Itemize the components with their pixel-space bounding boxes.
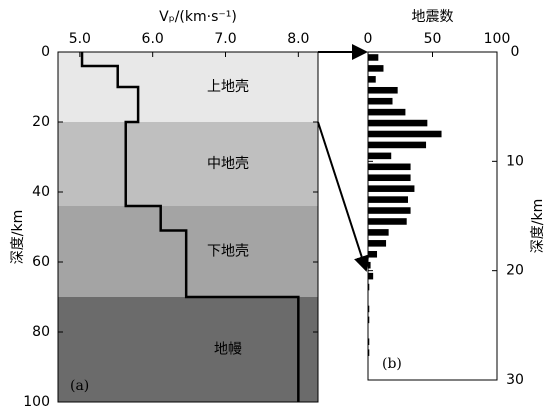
layer-label: 下地壳 — [207, 243, 249, 260]
bar — [368, 338, 370, 346]
y-tick-label: 0 — [511, 44, 520, 60]
x-tick-label: 0 — [364, 31, 373, 47]
bar — [368, 316, 370, 324]
bar — [368, 108, 406, 116]
y-axis-label: 深度/km — [10, 210, 26, 264]
velocity-profile — [80, 52, 300, 402]
bar — [368, 54, 379, 61]
bar — [368, 76, 376, 83]
bar — [368, 218, 407, 225]
x-axis-label: Vₚ/(km·s⁻¹) — [159, 9, 237, 25]
x-tick-label: 7.0 — [214, 31, 236, 47]
bar — [368, 196, 408, 203]
bar — [368, 97, 393, 105]
bar — [368, 229, 389, 236]
layer-band — [58, 206, 318, 297]
x-tick-label: 100 — [484, 31, 511, 47]
y-tick-label: 40 — [32, 184, 50, 200]
x-tick-label: 6.0 — [142, 31, 164, 47]
y-tick-label: 0 — [41, 44, 50, 60]
x-tick-label: 50 — [424, 31, 442, 47]
bar — [368, 349, 370, 356]
bar — [368, 86, 398, 94]
bar — [368, 163, 411, 171]
layer-label: 中地壳 — [207, 155, 249, 172]
bar — [368, 283, 370, 291]
bar — [368, 305, 370, 313]
panel-label: (a) — [70, 378, 89, 394]
y-tick-label: 30 — [506, 372, 524, 388]
y-tick-label: 20 — [32, 114, 50, 130]
bar — [368, 65, 384, 72]
y-tick-label: 100 — [23, 394, 50, 410]
bar — [368, 130, 442, 138]
bar — [368, 174, 411, 182]
bar — [368, 141, 427, 149]
bar — [368, 185, 415, 192]
bar — [368, 250, 378, 258]
y-tick-label: 60 — [32, 254, 50, 270]
connector-arrow — [317, 121, 370, 272]
x-tick-label: 8.0 — [287, 31, 309, 47]
layer-band — [58, 122, 318, 206]
layer-band — [58, 297, 318, 402]
layer-band — [58, 52, 318, 122]
x-axis-label: 地震数 — [412, 9, 454, 25]
x-tick-label: 5.0 — [69, 31, 91, 47]
bar — [368, 240, 387, 247]
y-tick-label: 10 — [506, 153, 524, 169]
bar — [368, 152, 392, 160]
bar — [368, 272, 374, 280]
y-tick-label: 20 — [506, 263, 524, 279]
panel-label: (b) — [382, 356, 402, 372]
bar — [368, 119, 428, 127]
y-axis-label: 深度/km — [530, 199, 546, 253]
plot-frame — [57, 51, 319, 403]
bar — [368, 207, 411, 214]
layer-label: 上地壳 — [207, 78, 249, 95]
y-tick-label: 80 — [32, 324, 50, 340]
layer-label: 地幔 — [214, 342, 242, 358]
